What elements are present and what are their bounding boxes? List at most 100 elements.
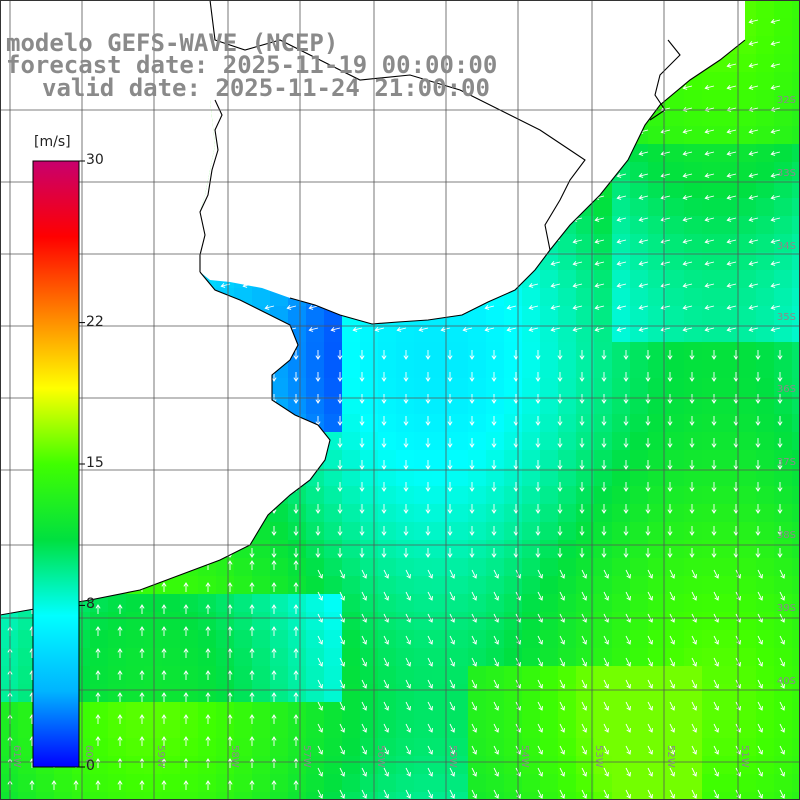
speed-cell — [504, 684, 522, 702]
speed-cell — [648, 144, 666, 162]
wind-arrowhead — [538, 683, 543, 689]
speed-cell — [360, 702, 378, 720]
speed-cell — [774, 450, 792, 468]
wind-arrowhead — [770, 19, 776, 24]
speed-cell — [738, 378, 756, 396]
colorbar-tick-label: 22 — [86, 313, 104, 330]
speed-cell — [306, 576, 324, 594]
wind-arrow — [625, 701, 631, 711]
speed-cell — [702, 72, 720, 90]
wind-arrow — [559, 635, 565, 645]
speed-cell — [450, 648, 468, 666]
wind-arrow — [779, 745, 785, 755]
wind-arrow — [727, 305, 737, 309]
wind-arrowhead — [469, 421, 475, 426]
wind-arrow — [749, 129, 759, 133]
wind-arrowhead — [425, 487, 431, 492]
speed-cell — [468, 612, 486, 630]
wind-arrow — [361, 789, 367, 799]
wind-arrow — [727, 151, 737, 155]
wind-arrowhead — [205, 626, 211, 631]
speed-cell — [576, 486, 594, 504]
wind-arrowhead — [337, 399, 343, 404]
speed-cell — [774, 684, 792, 702]
speed-cell — [288, 684, 306, 702]
wind-arrow — [691, 569, 697, 579]
wind-arrow — [603, 569, 609, 579]
speed-cell — [774, 414, 792, 432]
speed-cell — [306, 594, 324, 612]
speed-cell — [108, 630, 126, 648]
speed-cell — [558, 702, 576, 720]
wind-arrowhead — [682, 217, 688, 222]
speed-cell — [378, 396, 396, 414]
wind-arrowhead — [535, 509, 541, 514]
speed-cell — [774, 756, 792, 774]
speed-cell — [216, 684, 234, 702]
speed-cell — [540, 558, 558, 576]
speed-cell — [414, 396, 432, 414]
wind-arrow — [713, 745, 719, 755]
speed-cell — [342, 396, 360, 414]
speed-cell — [630, 306, 648, 324]
wind-arrowhead — [528, 283, 534, 288]
wind-arrowhead — [623, 421, 629, 426]
speed-cell — [558, 612, 576, 630]
speed-cell — [648, 378, 666, 396]
wind-arrowhead — [428, 595, 433, 601]
speed-cell — [720, 216, 738, 234]
wind-arrowhead — [293, 670, 299, 675]
speed-cell — [720, 288, 738, 306]
wind-arrowhead — [469, 443, 475, 448]
wind-arrowhead — [384, 705, 389, 711]
speed-cell — [342, 630, 360, 648]
speed-cell — [162, 684, 180, 702]
speed-cell — [468, 774, 486, 792]
speed-cell — [630, 522, 648, 540]
wind-arrow — [683, 217, 693, 221]
wind-arrowhead — [406, 661, 411, 667]
wind-arrow — [779, 657, 785, 667]
wind-arrow — [661, 129, 671, 133]
speed-cell — [774, 216, 792, 234]
lon-label: 55W — [447, 745, 458, 768]
wind-arrow — [691, 591, 697, 601]
wind-arrow — [625, 679, 631, 689]
wind-arrowhead — [315, 487, 321, 492]
wind-arrowhead — [450, 683, 455, 689]
speed-cell — [738, 486, 756, 504]
wind-arrowhead — [550, 327, 556, 332]
wind-arrowhead — [770, 151, 776, 156]
speed-cell — [342, 522, 360, 540]
speed-cell — [324, 324, 342, 342]
wind-arrowhead — [714, 683, 719, 689]
speed-cell — [630, 180, 648, 198]
wind-arrow — [383, 679, 389, 689]
speed-cell — [792, 558, 800, 576]
wind-arrowhead — [770, 305, 776, 310]
wind-arrowhead — [689, 465, 695, 470]
wind-arrowhead — [249, 758, 255, 763]
wind-arrow — [405, 591, 411, 601]
wind-arrowhead — [139, 626, 145, 631]
speed-cell — [198, 738, 216, 756]
speed-cell — [306, 306, 324, 324]
speed-cell — [738, 324, 756, 342]
speed-cell — [558, 252, 576, 270]
speed-cell — [180, 594, 198, 612]
speed-cell — [612, 324, 630, 342]
wind-arrowhead — [491, 399, 497, 404]
speed-cell — [18, 738, 36, 756]
wind-arrow — [405, 657, 411, 667]
speed-cell — [738, 126, 756, 144]
speed-cell — [666, 432, 684, 450]
speed-cell — [180, 612, 198, 630]
speed-cell — [216, 594, 234, 612]
speed-cell — [684, 288, 702, 306]
speed-cell — [630, 432, 648, 450]
speed-cell — [18, 792, 36, 800]
speed-cell — [594, 288, 612, 306]
speed-cell — [360, 648, 378, 666]
wind-arrowhead — [626, 595, 631, 601]
speed-cell — [288, 594, 306, 612]
